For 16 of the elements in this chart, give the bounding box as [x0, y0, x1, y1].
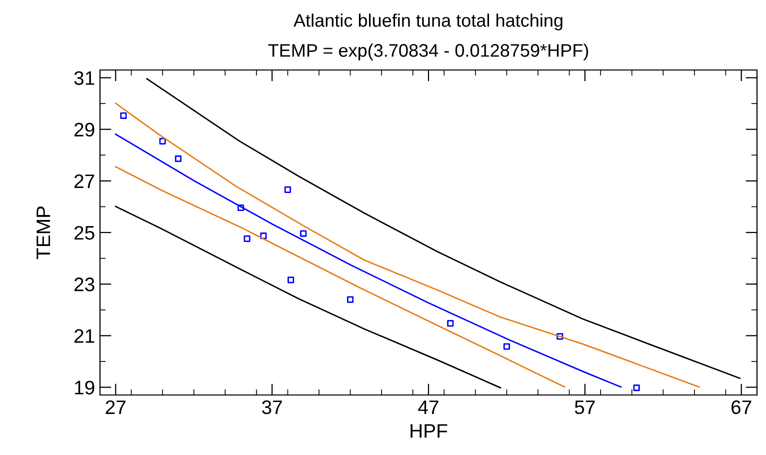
y-tick-label: 25	[74, 226, 94, 240]
x-axis-title: HPF	[410, 424, 448, 438]
x-tick-label: 67	[732, 400, 752, 414]
y-tick-label: 23	[74, 278, 94, 292]
y-axis-title: TEMP	[36, 206, 50, 260]
y-tick-label: 19	[74, 380, 94, 394]
chart-title: Atlantic bluefin tuna total hatching	[294, 14, 562, 30]
x-tick-label: 47	[418, 400, 438, 414]
chart-subtitle: TEMP = exp(3.70834 - 0.0128759*HPF)	[268, 44, 588, 60]
y-tick-label: 31	[74, 71, 94, 85]
x-tick-label: 27	[106, 400, 126, 414]
x-tick-label: 37	[262, 400, 282, 414]
x-tick-label: 57	[574, 400, 595, 414]
y-tick-label: 29	[74, 122, 94, 137]
y-tick-label: 27	[74, 174, 94, 188]
y-tick-label: 21	[74, 329, 94, 343]
